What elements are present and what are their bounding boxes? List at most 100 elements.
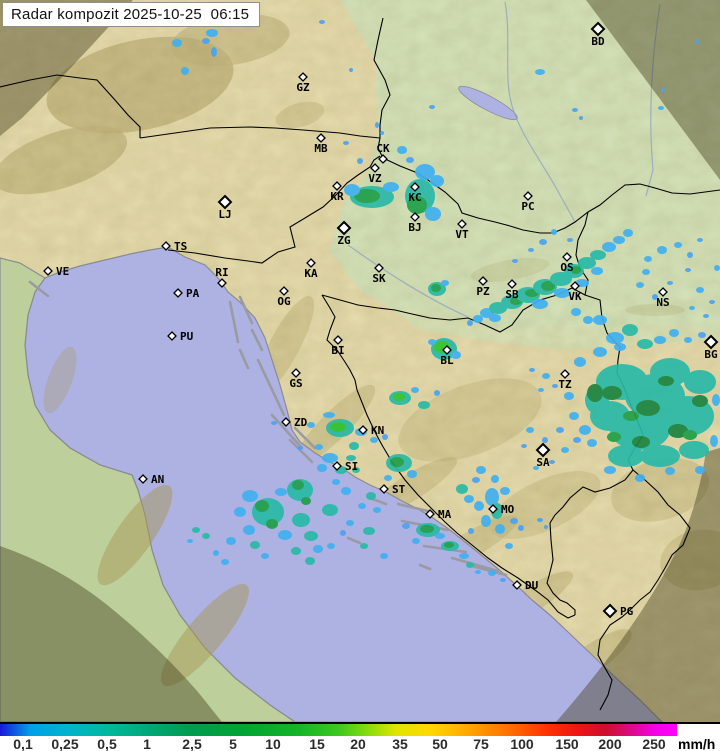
radar-cell (505, 543, 513, 549)
radar-cell (411, 387, 419, 393)
radar-cell (317, 464, 327, 472)
station-marker-sk: SK (372, 263, 386, 285)
station-marker-gz: GZ (296, 72, 310, 94)
radar-cell (474, 501, 484, 511)
radar-cell (429, 105, 435, 109)
radar-cell (466, 562, 474, 568)
radar-cell (495, 524, 505, 534)
radar-cell (667, 281, 673, 285)
radar-cell (221, 559, 229, 565)
legend-tick: 1 (143, 736, 151, 751)
station-label: BG (704, 348, 718, 361)
station-diamond-icon (138, 474, 148, 484)
radar-cell (430, 175, 444, 187)
rivers (347, 1, 661, 318)
stations-layer: BD GZ MB CK VZ KR KC LJ BJ VT PC ZG TS VE KA SK RI PA OG PZ… (43, 21, 719, 619)
station-label: PC (521, 200, 534, 213)
station-label: VT (455, 228, 469, 241)
radar-cell (441, 280, 449, 286)
radar-cell (327, 543, 335, 549)
station-label: PZ (476, 285, 490, 298)
apennines (43, 346, 249, 687)
radar-cell (529, 368, 535, 372)
radar-cell (658, 106, 664, 110)
station-diamond-icon (560, 369, 570, 379)
station-diamond-icon (410, 212, 420, 222)
radar-cell (428, 339, 436, 345)
radar-cell (642, 269, 650, 275)
radar-cell (226, 537, 236, 545)
station-marker-ns: NS (656, 287, 670, 309)
station-diamond-icon (167, 331, 177, 341)
radar-cell (344, 184, 360, 196)
station-label: GZ (296, 81, 310, 94)
radar-cell (315, 444, 323, 450)
radar-cell (397, 146, 407, 154)
radar-cell (370, 437, 378, 443)
station-marker-ts: TS (161, 240, 187, 253)
radar-cell (657, 246, 667, 254)
station-diamond-icon (562, 252, 572, 262)
radar-cell (500, 487, 510, 495)
station-marker-sb: SB (505, 279, 519, 301)
radar-cell (346, 455, 356, 461)
station-diamond-icon (332, 181, 342, 191)
station-diamond-icon (291, 368, 301, 378)
station-label: AN (151, 473, 164, 486)
radar-cell (549, 460, 555, 464)
radar-cell (292, 480, 304, 490)
radar-cell (357, 158, 363, 164)
radar-cell (434, 390, 440, 396)
legend-tick: 50 (432, 736, 448, 751)
station-diamond-icon (217, 194, 233, 210)
radar-cell (393, 393, 405, 401)
radar-cell (358, 503, 366, 509)
station-label: ST (392, 483, 406, 496)
radar-cell (415, 164, 435, 180)
radar-cell (352, 467, 360, 473)
radar-cell (375, 122, 379, 128)
radar-cell (384, 475, 392, 481)
radar-cell (473, 315, 483, 323)
radar-cell (564, 392, 574, 400)
radar-cell (202, 38, 210, 44)
station-diamond-icon (378, 154, 388, 164)
radar-cell (468, 528, 474, 534)
radar-cell (637, 339, 653, 349)
radar-cell (349, 442, 359, 450)
radar-cell (488, 570, 496, 576)
legend-tick: 20 (350, 736, 366, 751)
station-label: VE (56, 265, 69, 278)
radar-cell (373, 507, 381, 513)
station-marker-ma: MA (425, 508, 452, 521)
radar-cell (561, 447, 569, 453)
radar-cell (587, 439, 597, 447)
radar-cell (346, 520, 354, 526)
radar-cell (607, 432, 621, 442)
radar-cell (697, 238, 703, 242)
station-marker-gs: GS (289, 368, 303, 390)
station-label: BD (591, 35, 605, 48)
station-marker-bl: BL (440, 345, 454, 367)
radar-cell (593, 347, 607, 357)
radar-cell (172, 39, 182, 47)
radar-cell (291, 547, 301, 555)
legend-tick: 15 (309, 736, 325, 751)
station-diamond-icon (173, 288, 183, 298)
radar-cell (250, 541, 260, 549)
radar-cell (573, 437, 581, 443)
station-label: NS (656, 296, 669, 309)
radar-cell (476, 466, 486, 474)
radar-cell (472, 477, 480, 483)
radar-cell (383, 182, 399, 192)
radar-cell (187, 539, 193, 543)
station-diamond-icon (442, 345, 452, 355)
station-diamond-icon (512, 580, 522, 590)
radar-cell (590, 250, 606, 260)
radar-cell (444, 542, 454, 548)
radar-cell (380, 131, 384, 135)
station-label: PG (620, 605, 634, 618)
radar-cell (366, 492, 376, 500)
radar-cell (512, 259, 518, 263)
radar-cell (322, 504, 338, 516)
